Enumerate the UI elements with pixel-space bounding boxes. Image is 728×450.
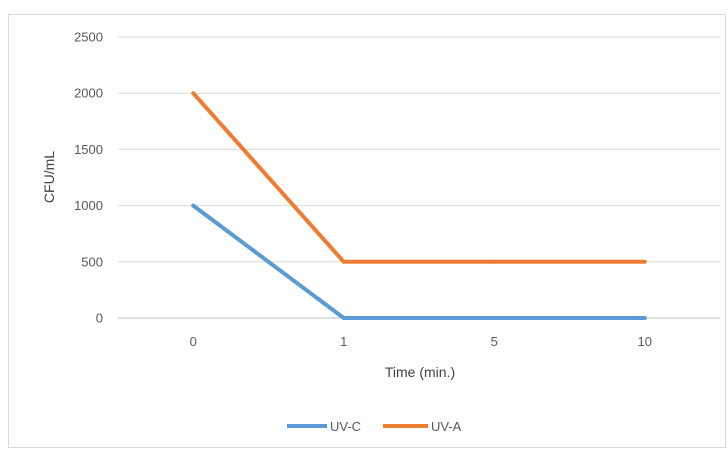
legend-label: UV-C: [330, 419, 361, 434]
series-line-uv-c: [192, 203, 645, 320]
x-axis-title: Time (min.): [385, 364, 455, 380]
x-tick-label: 5: [491, 334, 498, 349]
series-lines: [191, 91, 647, 320]
chart-frame: [8, 14, 726, 448]
data-point: [642, 259, 647, 264]
y-tick-label: 1500: [74, 142, 103, 157]
data-point: [341, 316, 346, 320]
y-tick-label: 2000: [74, 86, 103, 101]
gridlines: [118, 36, 720, 319]
data-point: [191, 91, 196, 96]
data-point: [642, 316, 647, 320]
legend-label: UV-A: [431, 419, 462, 434]
y-axis-title: CFU/mL: [41, 151, 57, 203]
data-point: [341, 259, 346, 264]
legend: UV-C UV-A: [287, 419, 462, 434]
x-tick-label: 0: [190, 334, 197, 349]
data-point: [492, 316, 497, 320]
x-tick-label: 10: [638, 334, 652, 349]
y-tick-label: 500: [81, 254, 103, 269]
y-tick-label: 1000: [74, 198, 103, 213]
x-tick-labels: 0 1 5 10: [190, 334, 652, 349]
x-tick-label: 1: [340, 334, 347, 349]
y-tick-label: 2500: [74, 30, 103, 45]
data-point: [492, 259, 497, 264]
y-tick-label: 0: [96, 311, 103, 326]
data-point: [191, 203, 196, 208]
series-line-uv-a: [191, 91, 645, 264]
y-tick-labels: 0 500 1000 1500 2000 2500: [74, 30, 103, 326]
